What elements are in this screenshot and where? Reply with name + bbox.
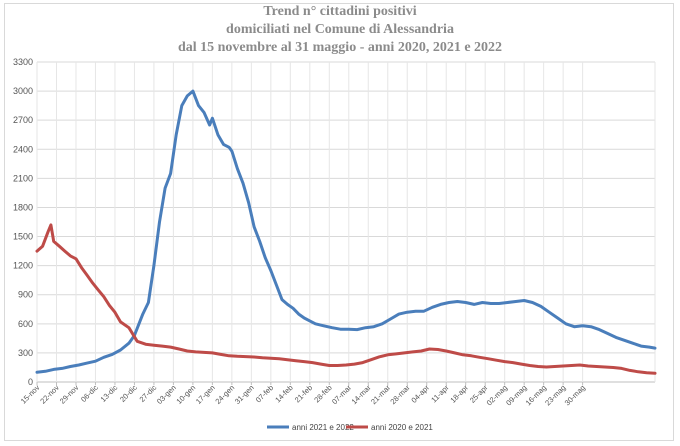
x-tick-label: 13-dic: [99, 383, 120, 404]
x-tick-label: 14-feb: [273, 383, 294, 404]
x-tick-label: 03-gen: [155, 383, 178, 406]
x-tick-label: 07-feb: [254, 383, 275, 404]
x-tick-label: 06-dic: [79, 383, 100, 404]
x-tick-label: 17-gen: [194, 383, 217, 406]
x-tick-label: 04-apr: [409, 383, 431, 405]
y-tick-label: 1800: [13, 202, 33, 212]
x-tick-label: 30-mag: [563, 383, 587, 407]
legend: anni 2021 e 2022 anni 2020 e 2021: [267, 423, 433, 432]
y-tick-label: 2700: [13, 115, 33, 125]
y-tick-label: 3300: [13, 57, 33, 67]
chart-frame: [4, 3, 674, 441]
series-lines: [35, 89, 657, 375]
x-tick-label: 11-apr: [429, 383, 451, 405]
x-tick-label: 21-mar: [369, 383, 393, 407]
y-tick-label: 2400: [13, 144, 33, 154]
y-tick-label: 600: [18, 319, 33, 329]
y-tick-label: 1200: [13, 261, 33, 271]
x-tick-label: 09-mag: [504, 383, 528, 407]
x-tick-label: 23-mag: [543, 383, 567, 407]
x-tick-label: 29-nov: [58, 383, 81, 406]
x-tick-label: 02-mag: [485, 383, 509, 407]
y-tick-label: 0: [28, 377, 33, 387]
x-tick-label: 22-nov: [38, 383, 61, 406]
legend-label-0: anni 2021 e 2022: [292, 423, 354, 432]
y-axis: 0 300 600 900 1200 1500 1800 2100 2400 2700 3000 33…: [13, 57, 33, 387]
y-tick-label: 3000: [13, 86, 33, 96]
y-tick-label: 2100: [13, 173, 33, 183]
x-tick-label: 20-dic: [118, 383, 139, 404]
x-tick-label: 16-mag: [524, 383, 548, 407]
y-tick-label: 300: [18, 348, 33, 358]
x-tick-label: 14-mar: [350, 383, 374, 407]
title-line-2: domiciliati nel Comune di Alessandria: [226, 22, 454, 37]
title-line-3: dal 15 novembre al 31 maggio - anni 2020…: [177, 40, 503, 55]
x-tick-label: 07-mar: [330, 383, 354, 407]
x-tick-label: 21-feb: [293, 383, 314, 404]
x-tick-label: 24-gen: [213, 383, 236, 406]
x-axis: 15-nov22-nov29-nov06-dic13-dic20-dic27-d…: [19, 382, 587, 407]
x-tick-label: 10-gen: [174, 383, 197, 406]
x-tick-label: 18-apr: [448, 383, 470, 405]
title-line-1: Trend n° cittadini positivi: [263, 4, 417, 19]
x-tick-label: 31-gen: [233, 383, 256, 406]
y-tick-label: 1500: [13, 232, 33, 242]
series-line-0: [35, 89, 657, 374]
grid-lines: [36, 61, 656, 383]
series-line-1: [35, 223, 657, 375]
legend-label-1: anni 2020 e 2021: [371, 423, 433, 432]
x-tick-label: 28-mar: [388, 383, 412, 407]
y-tick-label: 900: [18, 290, 33, 300]
chart-title: Trend n° cittadini positivi domiciliati …: [0, 3, 680, 57]
